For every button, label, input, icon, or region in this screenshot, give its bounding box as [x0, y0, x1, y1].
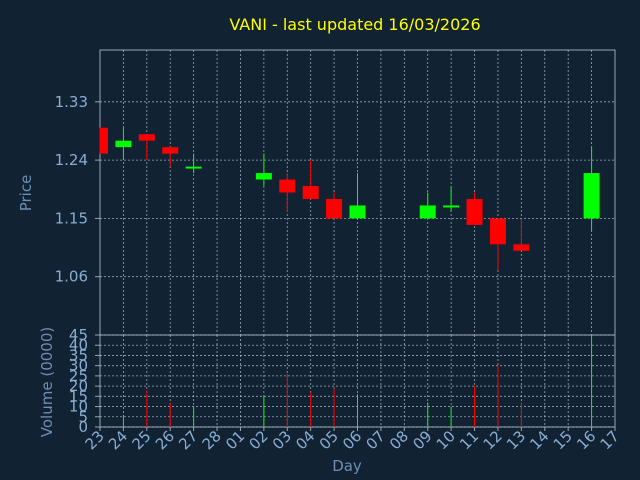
- candle-body: [583, 173, 600, 219]
- volume-axis-label: Volume (0000): [38, 327, 56, 437]
- x-tick-label: 16: [573, 427, 599, 453]
- candle: [279, 173, 296, 212]
- candle-body: [326, 198, 343, 219]
- candle: [419, 192, 436, 219]
- price-tick-label: 1.15: [55, 209, 88, 227]
- x-ticks: 2324252627280102030405060708091011121314…: [82, 427, 623, 453]
- candles: [99, 127, 600, 271]
- x-axis-label: Day: [332, 457, 362, 475]
- volume-tick-label: 0: [78, 418, 88, 436]
- candle: [138, 134, 155, 161]
- x-tick-label: 12: [480, 427, 506, 453]
- candle-body: [443, 205, 460, 208]
- x-tick-label: 03: [269, 427, 295, 453]
- x-tick-label: 01: [222, 427, 248, 453]
- candle: [115, 127, 132, 161]
- volume-tick-label: 45: [69, 326, 88, 344]
- price-panel: 1.06 1.15 1.24 1.33 Price: [17, 49, 616, 336]
- volume-tick-label: 30: [69, 357, 88, 375]
- candle-body: [138, 134, 155, 141]
- candle: [302, 160, 319, 199]
- candle-body: [466, 198, 483, 225]
- candle-body: [185, 166, 202, 169]
- x-tick-label: 09: [409, 427, 435, 453]
- volume-tick-label: 15: [69, 387, 88, 405]
- candle: [513, 218, 530, 251]
- x-tick-label: 11: [456, 427, 482, 453]
- candle: [326, 192, 343, 219]
- chart-title: VANI - last updated 16/03/2026: [229, 15, 480, 34]
- volume-tick-label: 20: [69, 377, 88, 395]
- x-tick-label: 04: [292, 427, 318, 453]
- volume-bars: [122, 337, 593, 427]
- candle-body: [279, 179, 296, 193]
- x-tick-label: 17: [597, 427, 623, 453]
- candle: [255, 153, 272, 187]
- x-tick-label: 05: [316, 427, 342, 453]
- candle-body: [513, 244, 530, 251]
- x-tick-label: 24: [105, 427, 131, 453]
- x-tick-label: 06: [339, 427, 365, 453]
- candle: [349, 173, 366, 219]
- x-tick-label: 15: [550, 427, 576, 453]
- candle: [489, 218, 506, 271]
- x-tick-label: 08: [386, 427, 412, 453]
- candle: [443, 186, 460, 212]
- price-tick-label: 1.06: [55, 268, 88, 286]
- price-tick-label: 1.33: [55, 93, 88, 111]
- candle-body: [419, 205, 436, 219]
- candle-body: [100, 127, 108, 154]
- volume-tick-label: 35: [69, 346, 88, 364]
- price-y-ticks: 1.06 1.15 1.24 1.33: [55, 93, 100, 286]
- x-tick-label: 13: [503, 427, 529, 453]
- volume-tick-label: 5: [78, 408, 88, 426]
- candle: [466, 192, 483, 225]
- candle-body: [162, 147, 179, 154]
- x-tick-label: 07: [363, 427, 389, 453]
- x-tick-label: 10: [433, 427, 459, 453]
- candle-body: [489, 218, 506, 245]
- x-tick-label: 27: [175, 427, 201, 453]
- x-tick-label: 26: [152, 427, 178, 453]
- candle-body: [349, 205, 366, 219]
- candle: [162, 147, 179, 167]
- candle: [99, 127, 108, 154]
- volume-tick-label: 25: [69, 367, 88, 385]
- candle-body: [115, 140, 132, 148]
- candle-body: [255, 173, 272, 180]
- candle-body: [302, 186, 319, 199]
- x-tick-label: 28: [199, 427, 225, 453]
- x-tick-label: 25: [128, 427, 154, 453]
- candle: [185, 153, 202, 174]
- volume-tick-label: 40: [69, 336, 88, 354]
- volume-tick-label: 10: [69, 398, 88, 416]
- candle: [583, 147, 600, 232]
- x-tick-label: 14: [526, 427, 552, 453]
- price-tick-label: 1.24: [55, 151, 88, 169]
- price-axis-label: Price: [17, 175, 35, 212]
- x-tick-label: 02: [245, 427, 271, 453]
